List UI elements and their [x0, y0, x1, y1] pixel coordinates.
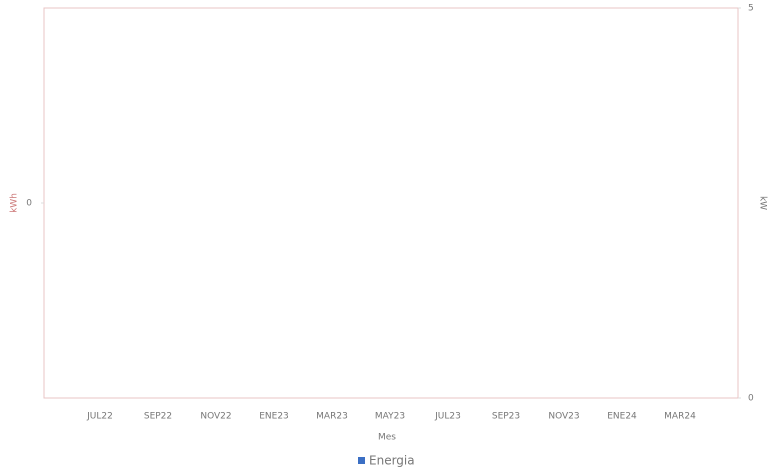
legend-label: Energia: [369, 454, 415, 468]
y2-tick-label: 5: [748, 4, 754, 14]
x-tick-label: NOV22: [200, 412, 231, 422]
x-tick-label: ENE23: [259, 412, 289, 422]
x-tick-label: MAR23: [316, 412, 348, 422]
y-axis-label: kWh: [10, 193, 20, 213]
x-axis-label: Mes: [378, 433, 396, 443]
plot-frame: [43, 7, 739, 399]
y2-axis-label: kW: [758, 196, 768, 210]
y-tick-label: 0: [26, 199, 32, 209]
x-tick-label: MAR24: [664, 412, 696, 422]
x-tick-label: SEP23: [492, 412, 520, 422]
x-tick-label: SEP22: [144, 412, 172, 422]
x-tick-label: JUL23: [434, 412, 461, 422]
x-tick-label: NOV23: [548, 412, 579, 422]
x-tick-label: MAY23: [375, 412, 405, 422]
legend-swatch: [358, 457, 365, 464]
x-tick-label: JUL22: [86, 412, 113, 422]
x-tick-label: ENE24: [607, 412, 637, 422]
y2-tick-label: 0: [748, 394, 754, 404]
